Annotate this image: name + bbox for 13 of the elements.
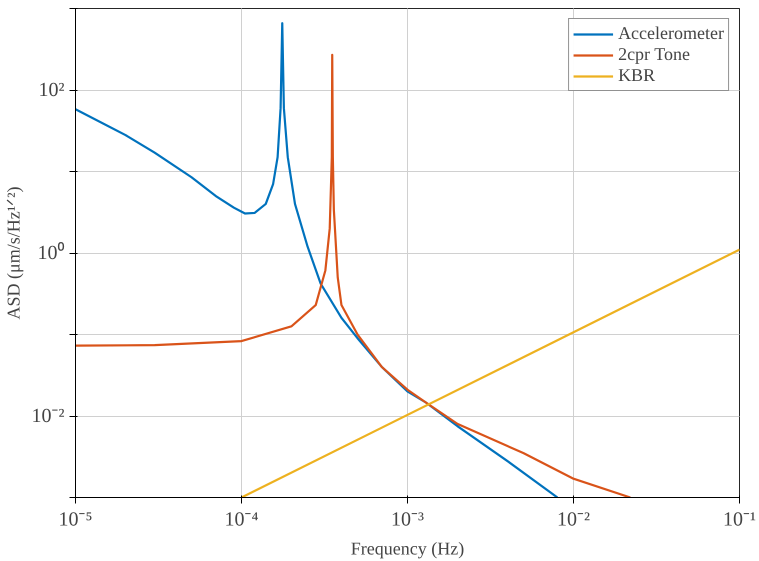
x-axis-title: Frequency (Hz) <box>350 538 464 558</box>
legend-label: 2cpr Tone <box>618 44 690 65</box>
x-tick-label: 10⁻² <box>557 508 590 530</box>
x-tick-label: 10⁻⁴ <box>224 508 259 530</box>
legend-label: Accelerometer <box>618 23 724 44</box>
y-tick-label: 10⁻² <box>32 405 65 427</box>
x-tick-label: 10⁻³ <box>391 508 424 530</box>
y-tick-label: 10⁰ <box>38 241 64 264</box>
x-tick-label: 10⁻⁵ <box>58 508 92 530</box>
legend-label: KBR <box>618 65 656 86</box>
y-axis-title: ASD (μm/s/Hz¹ᐟ²) <box>4 186 24 320</box>
y-tick-label: 10² <box>38 79 65 101</box>
x-tick-label: 10⁻¹ <box>723 508 756 530</box>
